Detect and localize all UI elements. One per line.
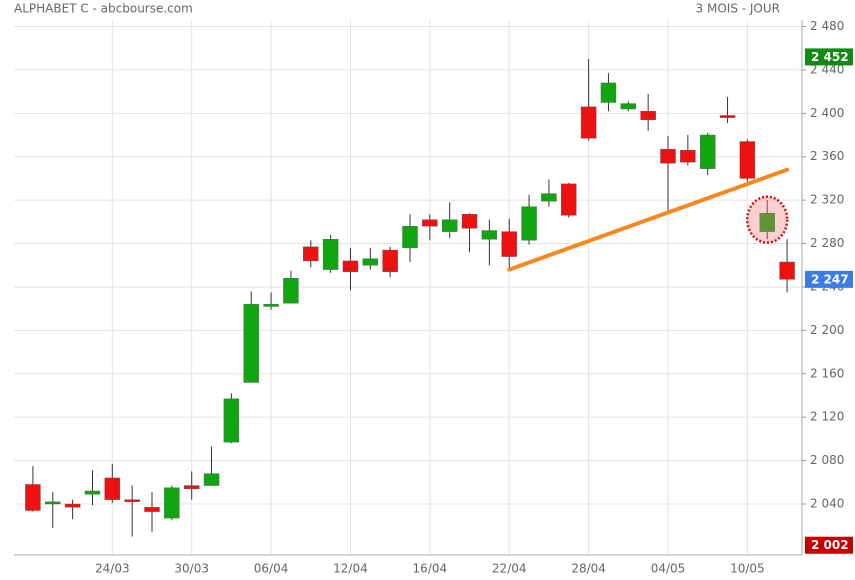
x-tick-label: 22/04	[492, 562, 527, 576]
x-tick-label: 12/04	[333, 562, 368, 576]
candle-body	[382, 249, 398, 272]
x-tick-label: 10/05	[730, 562, 765, 576]
candle-body	[779, 261, 795, 280]
x-tick-label: 04/05	[651, 562, 686, 576]
chart-title: ALPHABET C - abcbourse.com	[14, 2, 193, 16]
candle-body	[104, 477, 121, 500]
candle-body	[660, 148, 676, 164]
candle-body	[620, 103, 637, 110]
candle-body	[501, 231, 517, 257]
candle-body	[541, 193, 557, 202]
candle-body	[223, 398, 240, 443]
candle-body	[402, 225, 418, 249]
x-tick-label: 24/03	[95, 562, 130, 576]
candle-body	[342, 260, 359, 272]
candle-body	[561, 183, 577, 216]
y-tick-label: 2 040	[810, 496, 844, 510]
y-tick-label: 2 080	[810, 453, 844, 467]
candle-body	[699, 134, 716, 169]
candle-body	[25, 484, 41, 511]
x-tick-label: 16/04	[413, 562, 448, 576]
candle-body	[64, 503, 81, 508]
candle-body	[759, 212, 775, 232]
candle-body	[461, 214, 478, 229]
candle-body	[322, 239, 339, 270]
candle-body	[144, 507, 160, 512]
candle-body	[164, 487, 180, 519]
candle-body	[640, 110, 656, 121]
candle-body	[481, 230, 498, 240]
chart-subtitle: 3 MOIS - JOUR	[696, 2, 780, 16]
candle-body	[45, 501, 61, 505]
price-tag-label: 2 452	[811, 50, 849, 64]
candle-body	[84, 490, 101, 495]
y-tick-label: 2 480	[810, 19, 844, 33]
candle-body	[600, 82, 617, 103]
y-tick-label: 2 440	[810, 62, 844, 76]
x-tick-label: 30/03	[174, 562, 209, 576]
price-tag	[805, 270, 853, 288]
price-tag-label: 2 247	[811, 272, 849, 286]
candle-body	[680, 150, 696, 163]
x-tick-label: 06/04	[254, 562, 289, 576]
y-tick-label: 2 120	[810, 410, 844, 424]
candle-body	[283, 278, 299, 304]
y-tick-label: 2 360	[810, 149, 844, 163]
price-tag-label: 2 002	[811, 538, 849, 552]
candle-body	[263, 304, 279, 307]
candle-body	[441, 219, 458, 232]
candle-body	[521, 206, 537, 241]
candle-body	[203, 473, 220, 486]
candle-body	[580, 106, 597, 139]
y-tick-label: 2 160	[810, 366, 844, 380]
y-tick-label: 2 400	[810, 106, 844, 120]
candle-body	[183, 485, 200, 490]
candle-body	[124, 499, 140, 503]
candle-body	[243, 304, 259, 383]
trend-line	[507, 167, 790, 272]
candle-body	[422, 219, 438, 227]
price-tag	[805, 536, 853, 554]
x-tick-label: 28/04	[571, 562, 606, 576]
highlight-circle	[745, 195, 789, 244]
y-tick-label: 2 320	[810, 193, 844, 207]
price-tag	[805, 48, 853, 66]
y-tick-label: 2 200	[810, 323, 844, 337]
candle-body	[362, 258, 379, 266]
candle-body	[739, 141, 756, 179]
candle-body	[719, 115, 736, 118]
candle-body	[303, 246, 319, 262]
y-tick-label: 2 280	[810, 236, 844, 250]
